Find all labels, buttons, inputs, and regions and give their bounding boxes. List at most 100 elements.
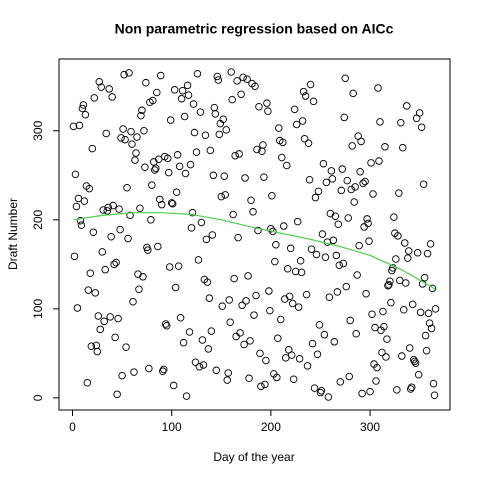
point [352,330,360,338]
point [423,249,432,258]
point [101,265,109,274]
point [362,289,370,298]
point [181,169,190,178]
point [141,163,149,172]
point [341,74,350,82]
point [429,379,438,388]
point [240,340,248,349]
point [411,359,420,367]
point [373,363,381,372]
point [230,274,238,283]
point [328,175,337,183]
point [241,174,249,182]
point [286,244,295,253]
point [409,355,418,364]
point [372,377,380,385]
point [357,137,365,146]
point [333,288,342,296]
point [174,262,183,270]
point [231,151,239,160]
point [115,205,123,213]
point [169,381,178,390]
x-tick-label: 200 [261,420,281,434]
point [180,112,189,121]
point [322,178,331,187]
point [414,370,423,379]
point [278,153,286,162]
point [139,273,147,281]
point [374,84,382,92]
point [273,373,281,382]
point [183,81,192,90]
point [410,357,419,366]
point [237,90,245,99]
point [290,105,299,114]
point [314,187,323,196]
point [227,68,235,76]
point [121,135,129,144]
point [182,392,191,400]
point [371,323,379,332]
point [327,167,336,175]
point [209,171,218,180]
point [343,176,351,185]
point [71,170,80,179]
point [78,104,87,113]
point [214,76,223,84]
point [197,218,206,227]
point [233,77,241,85]
point [393,386,401,394]
point [376,118,384,126]
point [398,352,406,360]
point [368,310,376,318]
point [112,258,120,267]
point [364,219,372,228]
point [315,321,324,329]
point [88,144,97,153]
point [405,344,414,352]
point [165,263,174,271]
point [425,319,434,327]
point [359,179,367,188]
point [196,108,205,116]
point [80,197,89,205]
point [110,260,118,269]
point [166,116,175,124]
point [285,292,294,301]
point [298,117,307,125]
point [236,329,244,337]
point [383,335,391,343]
point [157,71,165,80]
point [431,305,440,313]
point [194,256,203,264]
point [427,324,436,333]
point [137,111,145,120]
point [424,309,433,318]
point [281,354,290,362]
point [159,365,168,374]
point [365,237,373,245]
point [338,165,347,173]
point [397,119,405,127]
point [238,301,246,310]
point [387,298,395,307]
point [349,89,357,98]
point [239,73,247,82]
point [127,127,135,136]
point [175,162,184,171]
point [95,78,104,86]
point [104,203,112,212]
point [218,302,227,310]
point [390,213,398,221]
point [389,264,397,272]
y-tick-label: 100 [31,299,45,319]
point [264,107,272,115]
point [176,314,185,322]
point [111,333,119,342]
point [369,190,377,198]
point [347,185,355,194]
point [251,82,259,90]
point [266,306,274,315]
point [382,353,390,361]
point [311,193,320,202]
